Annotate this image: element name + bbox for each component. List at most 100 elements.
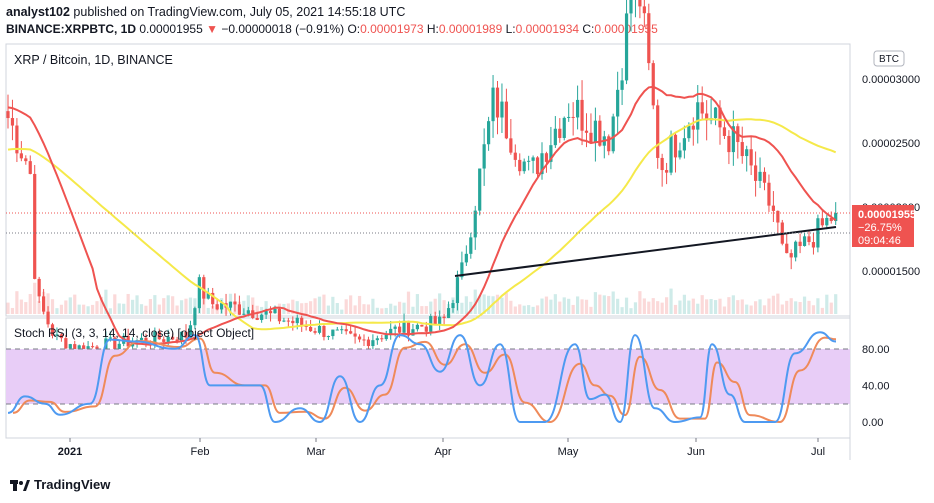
stoch-tick-label: 80.00 xyxy=(862,344,890,356)
candle-body xyxy=(357,336,362,340)
volume-bar xyxy=(487,295,491,314)
ohlc-line: BINANCE:XRPBTC, 1D 0.00001955 ▼ −0.00000… xyxy=(6,21,926,38)
volume-bar xyxy=(665,297,669,314)
candle-body xyxy=(215,304,219,310)
support-trendline[interactable] xyxy=(454,226,837,277)
candle-body xyxy=(816,218,820,248)
candle-body xyxy=(380,338,384,340)
candle-body xyxy=(567,116,571,118)
volume-bar xyxy=(286,303,290,314)
volume-bar xyxy=(460,302,464,314)
volume-bar xyxy=(651,298,655,314)
volume-bar xyxy=(780,304,784,314)
volume-bar xyxy=(464,296,468,314)
volume-bar xyxy=(108,308,112,314)
volume-bar xyxy=(406,291,411,314)
volume-bar xyxy=(117,303,121,314)
candle-body xyxy=(745,149,749,157)
volume-bar xyxy=(705,299,709,314)
volume-bar xyxy=(740,299,744,314)
candle-body xyxy=(589,132,593,143)
candle-body xyxy=(464,253,468,263)
volume-bar xyxy=(562,297,566,314)
candle-body xyxy=(593,120,597,143)
volume-bar xyxy=(371,298,375,314)
volume-bar xyxy=(607,296,611,314)
candle-body xyxy=(228,301,233,308)
volume-bar xyxy=(749,305,753,314)
last-price-tag-change: −26.75% xyxy=(858,222,902,234)
candle-body xyxy=(340,329,344,331)
candle-body xyxy=(749,149,753,166)
candle-body xyxy=(754,165,758,181)
candle-body xyxy=(393,326,397,329)
volume-bar xyxy=(335,303,339,314)
candle-body xyxy=(255,317,259,320)
candle-body xyxy=(713,107,718,119)
time-axis: 2021 Feb Mar Apr May Jun Jul xyxy=(58,438,825,458)
volume-bar xyxy=(166,295,170,314)
candle-body xyxy=(771,205,775,211)
volume-bar xyxy=(584,299,589,314)
volume-bar xyxy=(104,289,108,314)
price-pane-title: XRP / Bitcoin, 1D, BINANCE xyxy=(14,53,173,67)
candle-body xyxy=(175,339,179,342)
volume-bar xyxy=(398,301,402,314)
stoch-pane-title: Stoch RSI (3, 3, 14, 14, close) [object … xyxy=(14,326,254,340)
volume-bar xyxy=(518,304,522,314)
volume-bar xyxy=(77,304,81,314)
candle-body xyxy=(611,116,615,152)
open-value: 0.00001973 xyxy=(360,22,424,36)
publisher-name[interactable]: analyst102 xyxy=(6,5,70,19)
stoch-tick-label: 0.00 xyxy=(862,417,883,429)
volume-bar xyxy=(384,307,388,314)
candle-body xyxy=(108,337,112,339)
volume-bar xyxy=(504,292,508,314)
candle-body xyxy=(607,136,611,152)
open-label: O: xyxy=(347,22,361,36)
candle-body xyxy=(758,171,762,181)
candle-body xyxy=(331,329,335,337)
candle-body xyxy=(37,278,41,297)
candle-body xyxy=(171,336,175,340)
candle-body xyxy=(322,325,326,337)
candle-body xyxy=(113,337,117,350)
volume-bar xyxy=(442,300,446,314)
candle-body xyxy=(491,87,495,122)
volume-bar xyxy=(344,299,348,314)
volume-bar xyxy=(776,293,780,314)
candle-body xyxy=(531,157,535,161)
candle-body xyxy=(153,331,157,345)
volume-bar xyxy=(549,299,553,314)
candle-body xyxy=(46,311,50,325)
price-tick-label: 0.00001500 xyxy=(862,266,920,278)
candle-body xyxy=(509,138,513,153)
volume-bar xyxy=(122,303,126,314)
volume-bar xyxy=(366,304,371,314)
volume-bar xyxy=(19,299,23,314)
candle-body xyxy=(344,329,348,332)
volume-bar xyxy=(660,302,664,314)
volume-bar xyxy=(771,295,775,314)
volume-bar xyxy=(82,304,86,314)
candle-body xyxy=(117,343,121,350)
volume-bar xyxy=(153,295,157,314)
footer-brand[interactable]: TradingView xyxy=(10,477,110,492)
last-price-tag-countdown: 09:04:46 xyxy=(858,235,901,247)
time-tick-label: Jul xyxy=(811,446,825,458)
candle-body xyxy=(59,334,63,339)
candle-body xyxy=(317,325,322,333)
candle-body xyxy=(789,253,793,258)
volume-bar xyxy=(135,295,139,314)
high-value: 0.00001989 xyxy=(438,22,503,36)
currency-badge-box[interactable] xyxy=(873,50,905,67)
candle-body xyxy=(687,125,691,139)
volume-bar xyxy=(571,304,575,314)
price-pane-frame xyxy=(5,43,851,317)
volume-bar xyxy=(126,293,130,314)
candle-body xyxy=(442,316,446,318)
volume-bar xyxy=(90,304,95,314)
volume-bar xyxy=(55,308,59,314)
volume-bar xyxy=(211,305,215,314)
